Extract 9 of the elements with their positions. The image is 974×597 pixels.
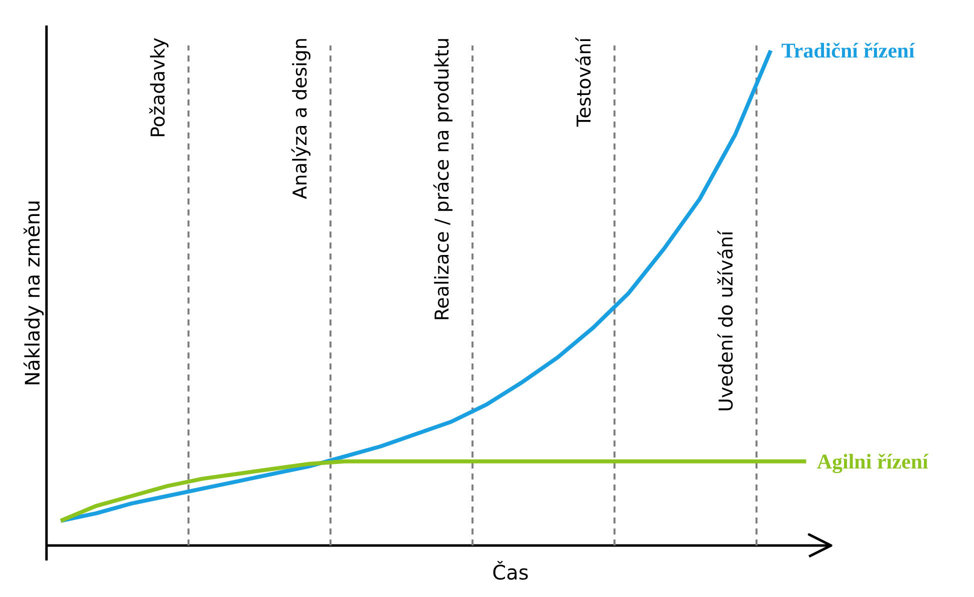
series-label: Agilni řízení xyxy=(816,449,930,474)
annotation: Požadavky xyxy=(148,37,170,138)
annotation: Realizace / práce na produktu xyxy=(432,38,454,322)
annotation: Analýza a design xyxy=(290,37,312,200)
annotation: Testování xyxy=(574,36,596,128)
annotation: Uvedení do užívání xyxy=(716,230,738,412)
series-label: Tradiční řízení xyxy=(781,38,916,62)
y-axis-title: Náklady na změnu xyxy=(20,200,44,386)
x-axis-title: Čas xyxy=(492,560,529,584)
